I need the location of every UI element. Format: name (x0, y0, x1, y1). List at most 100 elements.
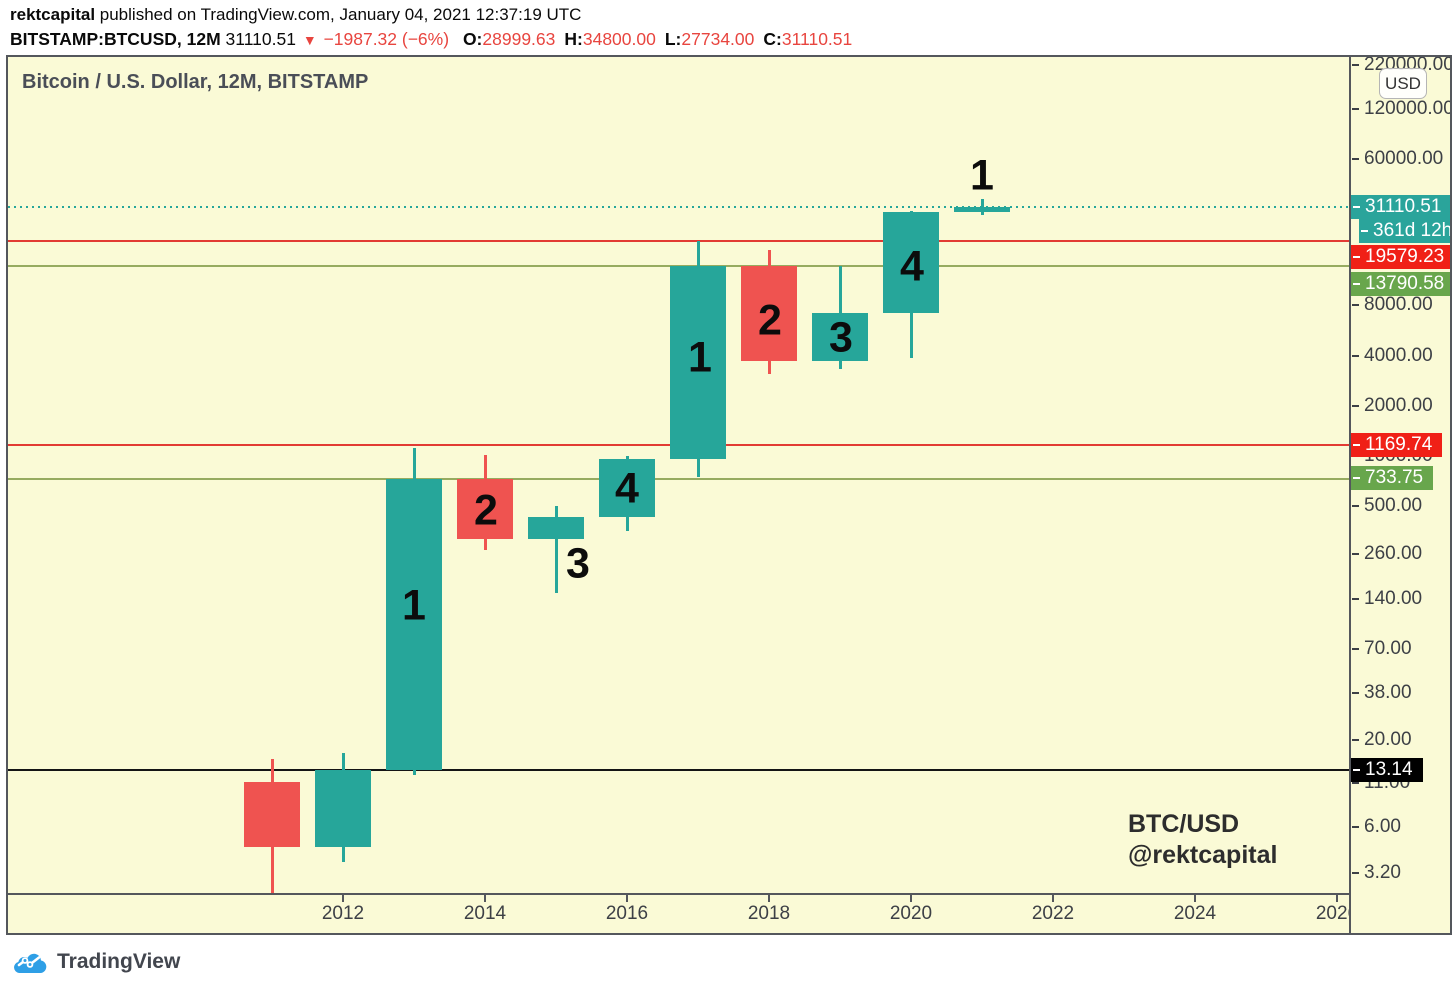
year-label-2024: 2024 (1173, 903, 1217, 924)
price-tick: 38.00 (1351, 682, 1450, 704)
tick-dash-icon (1352, 354, 1359, 357)
price-tick-label: 140.00 (1364, 587, 1423, 609)
tick-dash-icon (1353, 769, 1360, 771)
author-name: rektcapital (10, 5, 96, 24)
tick-dash-icon (1353, 283, 1360, 285)
year-label-2014: 2014 (463, 903, 507, 924)
currency-toggle-button[interactable]: USD (1379, 68, 1427, 99)
tick-dash-icon (1352, 505, 1359, 508)
price-tick-label: 260.00 (1364, 542, 1423, 564)
candle-body-2021 (954, 206, 1010, 212)
price-tick-label: 500.00 (1364, 495, 1423, 517)
tick-dash-icon (1352, 692, 1359, 695)
year-tick (768, 895, 770, 902)
axis-divider-horizontal (8, 893, 1349, 895)
price-tick: 70.00 (1351, 638, 1450, 660)
candle-body-2013 (386, 478, 442, 771)
price-label-361d-12h: 361d 12h (1359, 219, 1450, 243)
ohlc-value: 34800.00 (582, 29, 656, 49)
cycle-phase-label: 1 (970, 151, 994, 200)
year-tick (1052, 895, 1054, 902)
ohlc-value: 31110.51 (781, 29, 853, 49)
price-tick-label: 2000.00 (1364, 394, 1433, 416)
cycle-phase-label: 1 (688, 333, 712, 382)
publish-info: published on TradingView.com, January 04… (95, 5, 582, 24)
price-label-13-14: 13.14 (1351, 758, 1423, 782)
year-tick (910, 895, 912, 902)
tick-dash-icon (1353, 256, 1360, 258)
tick-dash-icon (1352, 647, 1359, 650)
price-tick: 4000.00 (1351, 345, 1450, 367)
down-triangle-icon: ▼ (302, 32, 317, 48)
year-label-2020: 2020 (889, 903, 933, 924)
symbol-quote-line: BITSTAMP:BTCUSD, 12M 31110.51 ▼ −1987.32… (10, 29, 852, 50)
price-label-31110-51: 31110.51 (1351, 195, 1450, 219)
tick-dash-icon (1352, 871, 1359, 874)
year-tick (626, 895, 628, 902)
tick-dash-icon (1352, 64, 1359, 67)
price-tick: 6.00 (1351, 816, 1450, 838)
price-tick: 500.00 (1351, 495, 1450, 517)
tick-dash-icon (1352, 304, 1359, 307)
price-tick: 60000.00 (1351, 148, 1450, 170)
cycle-phase-label: 4 (615, 464, 639, 513)
price-tick-label: 38.00 (1364, 682, 1412, 704)
year-tick (484, 895, 486, 902)
price-tick-label: 8000.00 (1364, 294, 1433, 316)
tick-dash-icon (1352, 826, 1359, 828)
cycle-phase-label: 1 (402, 581, 426, 630)
ohlc-value: 27734.00 (681, 29, 755, 49)
tradingview-logo-text[interactable]: TradingView (57, 950, 181, 973)
tick-dash-icon (1353, 206, 1360, 208)
level-line-2012-close (8, 769, 1349, 772)
ohlc-key: H: (564, 29, 583, 49)
year-label-2018: 2018 (747, 903, 791, 924)
time-axis[interactable]: 2012 2014 2016 2018 2020 2022 2024 2026 (8, 895, 1349, 933)
price-tick-label: 20.00 (1364, 728, 1412, 750)
axis-divider-vertical (1349, 57, 1351, 933)
price-tick: 120000.00 (1351, 98, 1450, 120)
symbol-label: BITSTAMP:BTCUSD, 12M (10, 29, 221, 49)
price-tick: 8000.00 (1351, 294, 1450, 316)
level-line-2017-high (8, 239, 1349, 242)
price-tick-label: 70.00 (1364, 637, 1412, 659)
year-tick (342, 895, 344, 902)
price-tick-label: 120000.00 (1364, 98, 1450, 119)
ohlc-values: O:28999.63 H:34800.00 L:27734.00 C:31110.51 (454, 29, 852, 49)
year-tick (1194, 895, 1196, 902)
candle-body-2011 (244, 781, 300, 848)
tick-dash-icon (1352, 158, 1359, 161)
tick-dash-icon (1353, 477, 1360, 479)
tick-dash-icon (1361, 230, 1368, 232)
cycle-phase-label: 3 (566, 539, 590, 588)
tick-dash-icon (1352, 404, 1359, 407)
year-tick (1336, 895, 1338, 902)
price-tick-label: 3.20 (1364, 861, 1401, 883)
year-label-2026: 2026 (1315, 903, 1349, 924)
ohlc-key: C: (763, 29, 782, 49)
level-line-2013-close (8, 477, 1349, 480)
watermark-handle: @rektcapital (1128, 841, 1278, 869)
price-tick-label: 4000.00 (1364, 344, 1433, 366)
year-label-2022: 2022 (1031, 903, 1075, 924)
candle-wick-2015 (554, 505, 558, 593)
tick-dash-icon (1352, 108, 1359, 110)
price-tick: 20.00 (1351, 729, 1450, 751)
tick-dash-icon (1352, 552, 1359, 555)
candle-body-2015 (528, 517, 584, 540)
last-price: 31110.51 (225, 29, 296, 49)
cycle-phase-label: 3 (829, 313, 853, 362)
publish-line: rektcapital published on TradingView.com… (10, 5, 581, 25)
ohlc-key: O: (462, 29, 483, 49)
tradingview-branding[interactable]: TradingView (12, 945, 180, 979)
price-label-733-75: 733.75 (1351, 466, 1434, 490)
price-axis[interactable]: USD 220000.00 120000.00 60000.00 8000.00 400… (1351, 57, 1450, 933)
price-tick: 2000.00 (1351, 395, 1450, 417)
tick-dash-icon (1352, 597, 1359, 600)
tick-dash-icon (1352, 738, 1359, 741)
price-label-13790-58: 13790.58 (1351, 272, 1450, 296)
price-tick: 140.00 (1351, 588, 1450, 610)
